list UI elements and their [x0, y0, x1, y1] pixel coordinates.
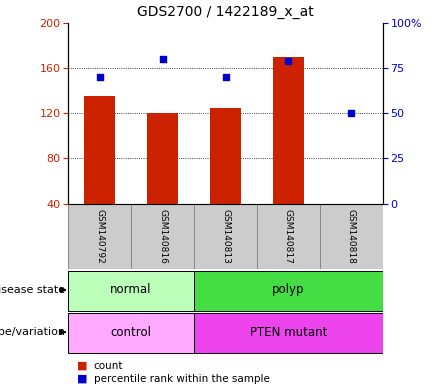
Text: count: count	[94, 361, 123, 371]
Bar	[273, 57, 304, 204]
Text: genotype/variation: genotype/variation	[0, 327, 65, 337]
Bar	[68, 204, 131, 269]
Point	[96, 74, 103, 80]
Text: GSM140818: GSM140818	[347, 209, 356, 263]
Text: GSM140817: GSM140817	[284, 209, 293, 263]
Bar	[194, 313, 383, 353]
Bar	[68, 271, 194, 311]
Text: polyp: polyp	[272, 283, 304, 296]
Bar	[257, 204, 320, 269]
Text: percentile rank within the sample: percentile rank within the sample	[94, 374, 270, 384]
Bar	[147, 113, 178, 204]
Text: disease state: disease state	[0, 285, 65, 295]
Bar	[194, 204, 257, 269]
Title: GDS2700 / 1422189_x_at: GDS2700 / 1422189_x_at	[137, 5, 314, 19]
Text: GSM140816: GSM140816	[158, 209, 167, 263]
Text: ■: ■	[77, 361, 88, 371]
Point	[285, 58, 292, 64]
Bar	[84, 96, 115, 204]
Text: GSM140792: GSM140792	[95, 209, 104, 263]
Point	[159, 56, 166, 62]
Text: PTEN mutant: PTEN mutant	[250, 326, 327, 339]
Bar	[320, 204, 383, 269]
Point	[348, 110, 355, 116]
Text: control: control	[110, 326, 152, 339]
Bar	[210, 108, 241, 204]
Bar	[194, 271, 383, 311]
Text: ■: ■	[77, 374, 88, 384]
Text: normal: normal	[110, 283, 152, 296]
Point	[222, 74, 229, 80]
Bar	[68, 313, 194, 353]
Text: GSM140813: GSM140813	[221, 209, 230, 263]
Bar	[131, 204, 194, 269]
